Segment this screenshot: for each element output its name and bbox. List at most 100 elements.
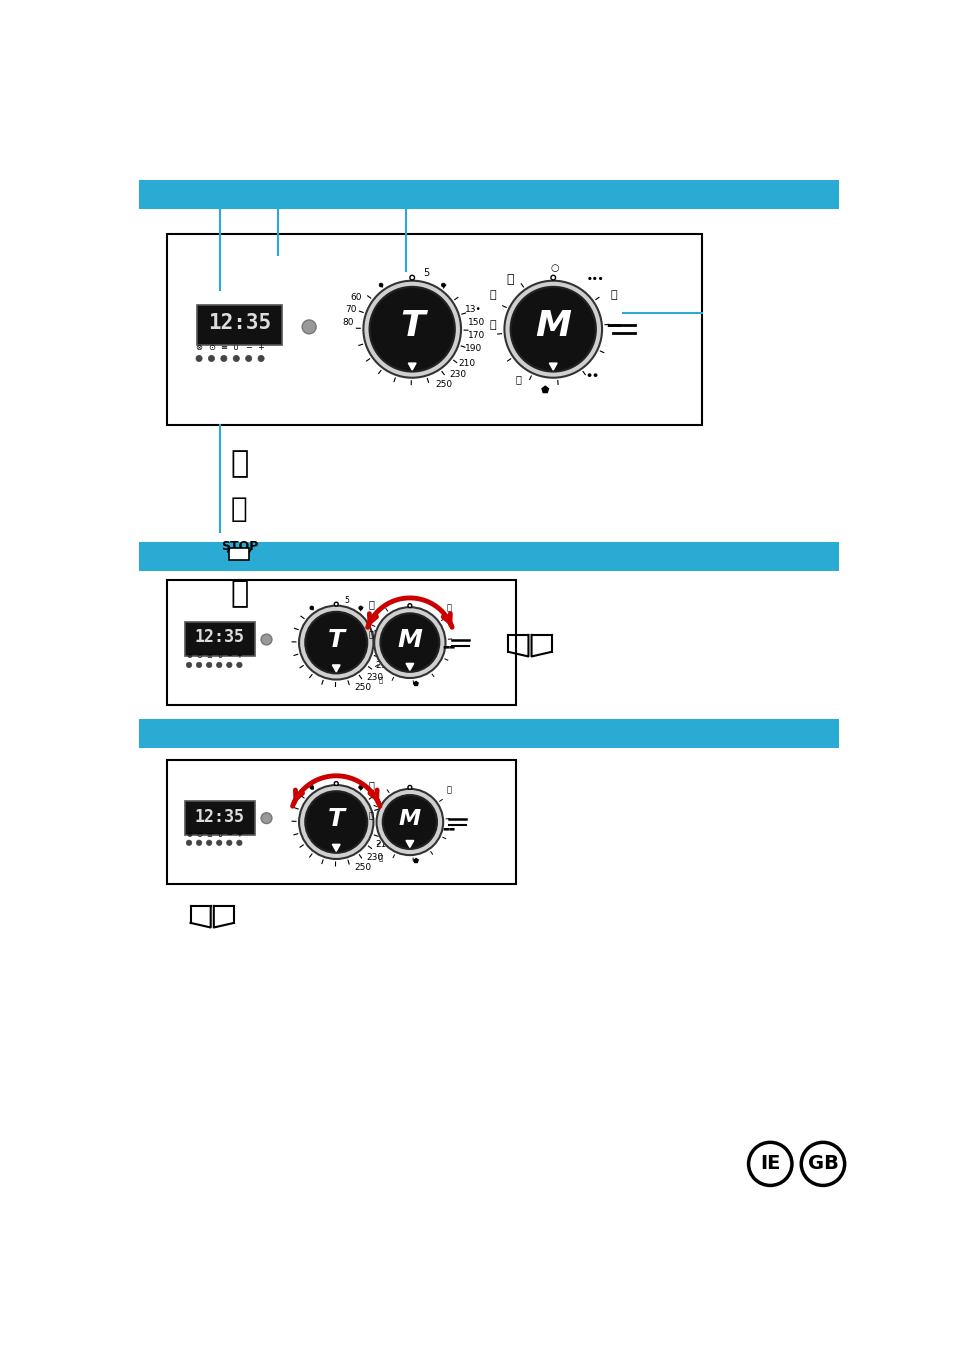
Text: ≡: ≡ <box>206 654 212 659</box>
Text: 🥘: 🥘 <box>368 631 374 639</box>
Circle shape <box>236 840 242 846</box>
Text: 5: 5 <box>344 596 349 605</box>
Circle shape <box>408 604 412 608</box>
Text: ⬟: ⬟ <box>413 681 418 686</box>
Text: M: M <box>535 309 571 343</box>
Text: ▬▬: ▬▬ <box>605 320 621 330</box>
Circle shape <box>369 286 455 372</box>
Bar <box>167 759 516 885</box>
Text: 🐠: 🐠 <box>368 780 374 790</box>
Text: ⊗: ⊗ <box>186 654 192 659</box>
Circle shape <box>206 662 212 667</box>
Text: M: M <box>398 809 420 830</box>
Text: 170: 170 <box>380 816 397 824</box>
Text: 190: 190 <box>378 648 396 658</box>
Circle shape <box>801 1143 843 1185</box>
Text: 🚿: 🚿 <box>515 374 520 384</box>
Text: T: T <box>328 807 344 831</box>
Circle shape <box>408 785 412 789</box>
Circle shape <box>748 1143 791 1185</box>
Text: ⚫⚫⚫: ⚫⚫⚫ <box>586 276 604 282</box>
Circle shape <box>378 284 382 286</box>
Text: 230: 230 <box>449 370 466 378</box>
Polygon shape <box>332 844 340 851</box>
Bar <box>138 542 839 571</box>
Circle shape <box>363 281 460 378</box>
Circle shape <box>305 792 367 852</box>
Text: ⊙: ⊙ <box>196 654 202 659</box>
Text: −: − <box>226 654 232 659</box>
Circle shape <box>382 794 436 848</box>
Circle shape <box>195 355 202 362</box>
Circle shape <box>227 840 232 846</box>
Text: 15•: 15• <box>378 802 395 812</box>
Text: 150: 150 <box>467 317 484 327</box>
Circle shape <box>298 785 373 859</box>
Text: 190: 190 <box>464 345 481 354</box>
Text: ⊗: ⊗ <box>186 832 192 838</box>
Circle shape <box>206 840 212 846</box>
Text: ∪: ∪ <box>233 343 239 353</box>
Text: ○: ○ <box>550 262 558 273</box>
Text: ⊙: ⊙ <box>196 832 202 838</box>
Text: ⚫⚫: ⚫⚫ <box>584 372 598 380</box>
Text: 🚿: 🚿 <box>378 677 382 682</box>
Text: 210: 210 <box>375 840 392 850</box>
Text: ▬▬: ▬▬ <box>441 825 455 831</box>
Circle shape <box>186 662 192 667</box>
Circle shape <box>208 355 214 362</box>
Polygon shape <box>406 663 414 670</box>
Text: 🐠: 🐠 <box>368 598 374 609</box>
Text: 🚿: 🚿 <box>378 854 382 861</box>
Polygon shape <box>549 363 557 370</box>
Circle shape <box>245 355 252 362</box>
Text: 250: 250 <box>436 380 453 389</box>
Text: 🎂: 🎂 <box>446 785 451 794</box>
Bar <box>167 580 516 705</box>
Circle shape <box>441 284 445 286</box>
Circle shape <box>216 662 222 667</box>
Text: 230: 230 <box>367 852 383 862</box>
Circle shape <box>220 355 227 362</box>
Circle shape <box>310 607 314 609</box>
Circle shape <box>196 840 202 846</box>
Circle shape <box>261 813 272 824</box>
Circle shape <box>510 286 596 372</box>
Bar <box>138 719 839 748</box>
Circle shape <box>380 613 439 671</box>
Bar <box>167 234 701 424</box>
Text: ⌛: ⌛ <box>230 449 248 478</box>
Circle shape <box>227 662 232 667</box>
Text: ∪: ∪ <box>216 654 221 659</box>
Text: 🥘: 🥘 <box>368 812 374 820</box>
Text: 70: 70 <box>345 305 356 313</box>
Bar <box>185 621 254 655</box>
Text: 250: 250 <box>354 863 371 871</box>
Text: 80: 80 <box>342 317 354 327</box>
Text: 🎂: 🎂 <box>446 604 451 612</box>
Text: 12:35: 12:35 <box>194 628 245 646</box>
Circle shape <box>302 320 315 334</box>
Text: T: T <box>399 309 424 343</box>
Text: 🎂: 🎂 <box>610 289 617 300</box>
Circle shape <box>358 607 362 609</box>
Text: ≡: ≡ <box>206 832 212 838</box>
Text: ⬟: ⬟ <box>413 858 418 865</box>
Text: ≡: ≡ <box>220 343 227 353</box>
Text: M: M <box>397 627 422 651</box>
Circle shape <box>186 840 192 846</box>
Text: 🐠: 🐠 <box>506 273 514 285</box>
Circle shape <box>550 276 555 280</box>
Text: +: + <box>236 654 242 659</box>
Text: 5: 5 <box>422 267 429 278</box>
Text: −: − <box>245 343 252 353</box>
Bar <box>185 801 254 835</box>
Text: −: − <box>226 832 232 838</box>
Circle shape <box>334 782 337 785</box>
Circle shape <box>236 662 242 667</box>
Bar <box>229 549 249 561</box>
Text: ✋: ✋ <box>230 580 248 608</box>
Bar <box>196 304 282 345</box>
Text: 🫕: 🫕 <box>489 320 496 331</box>
Circle shape <box>261 634 272 644</box>
